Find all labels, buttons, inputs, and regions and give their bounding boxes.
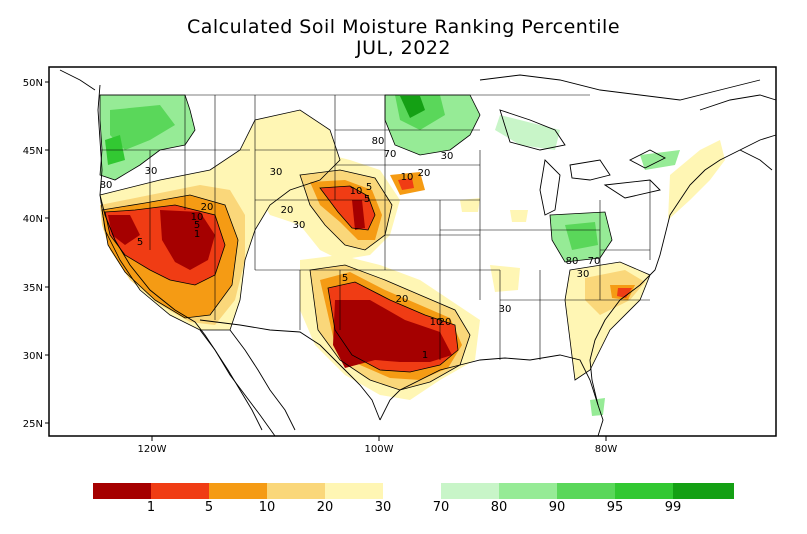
state-boundaries — [100, 94, 651, 360]
contour-label: 5 — [366, 182, 372, 193]
color-legend — [93, 483, 734, 499]
contour-label: 20 — [281, 205, 294, 216]
contour-label: 30 — [270, 167, 283, 178]
contour-label: 20 — [418, 168, 431, 179]
legend-swatch-wet-99 — [673, 483, 734, 499]
wet-region-northwest-core — [110, 105, 175, 150]
contour-label: 20 — [439, 317, 452, 328]
map-title: Calculated Soil Moisture Ranking Percent… — [186, 16, 621, 38]
legend-label-99: 99 — [664, 500, 682, 515]
contour-label: 5 — [342, 273, 348, 284]
legend-swatch-dry-10 — [209, 483, 267, 499]
contour-label: 5 — [137, 237, 143, 248]
legend-swatch-wet-90 — [557, 483, 615, 499]
lat-label-30n: 30N — [23, 351, 43, 362]
contour-label: 10 — [401, 172, 414, 183]
contour-label: 10 — [350, 186, 363, 197]
legend-label-90: 90 — [548, 500, 566, 515]
contour-label: 5 — [364, 194, 370, 205]
legend-label-95: 95 — [606, 500, 624, 515]
coastlines — [59, 69, 777, 437]
lat-label-25n: 25N — [23, 419, 43, 430]
lon-label-120w: 120W — [138, 444, 167, 455]
contour-label: 5 — [194, 220, 200, 231]
legend-swatch-dry-30 — [325, 483, 383, 499]
contour-label: 20 — [201, 202, 214, 213]
legend-swatch-dry-20 — [267, 483, 325, 499]
lat-label-40n: 40N — [23, 214, 43, 225]
contour-label: 80 — [566, 256, 579, 267]
map-fields — [100, 95, 725, 416]
map-subtitle: JUL, 2022 — [355, 37, 452, 59]
contour-label: 30 — [145, 166, 158, 177]
contour-label: 70 — [384, 149, 397, 160]
legend-label-70: 70 — [432, 500, 450, 515]
contour-label: 30 — [441, 151, 454, 162]
legend-label-5: 5 — [204, 500, 214, 515]
contour-label: 1 — [194, 229, 200, 240]
contour-label: 80 — [372, 136, 385, 147]
legend-label-80: 80 — [490, 500, 508, 515]
contour-label: 20 — [396, 294, 409, 305]
contour-label: 30 — [293, 220, 306, 231]
legend-swatch-wet-70 — [441, 483, 499, 499]
dry-region-south-1 — [333, 300, 452, 368]
legend-label-30: 30 — [374, 500, 392, 515]
contour-label: 1 — [422, 350, 428, 361]
contour-label: 10 — [191, 212, 204, 223]
contour-label: 80 — [100, 180, 113, 191]
legend-label-20: 20 — [316, 500, 334, 515]
legend-swatch-wet-80 — [499, 483, 557, 499]
lon-label-100w: 100W — [365, 444, 394, 455]
legend-swatch-wet-95 — [615, 483, 673, 499]
legend-label-1: 1 — [146, 500, 156, 515]
lat-label-45n: 45N — [23, 146, 43, 157]
lon-label-80w: 80W — [595, 444, 618, 455]
legend-label-10: 10 — [258, 500, 276, 515]
contour-label: 10 — [430, 317, 443, 328]
contour-label: 30 — [499, 304, 512, 315]
map-frame — [48, 66, 777, 437]
lat-label-35n: 35N — [23, 283, 43, 294]
contour-labels: 30 80 20 10 5 1 5 30 20 30 5 10 20 80 70… — [100, 136, 601, 361]
contour-label: 30 — [577, 269, 590, 280]
lat-label-50n: 50N — [23, 78, 43, 89]
dry-region-west-1 — [108, 215, 140, 245]
legend-swatch-dry-5 — [151, 483, 209, 499]
legend-swatch-dry-1 — [93, 483, 151, 499]
contour-label: 70 — [588, 256, 601, 267]
